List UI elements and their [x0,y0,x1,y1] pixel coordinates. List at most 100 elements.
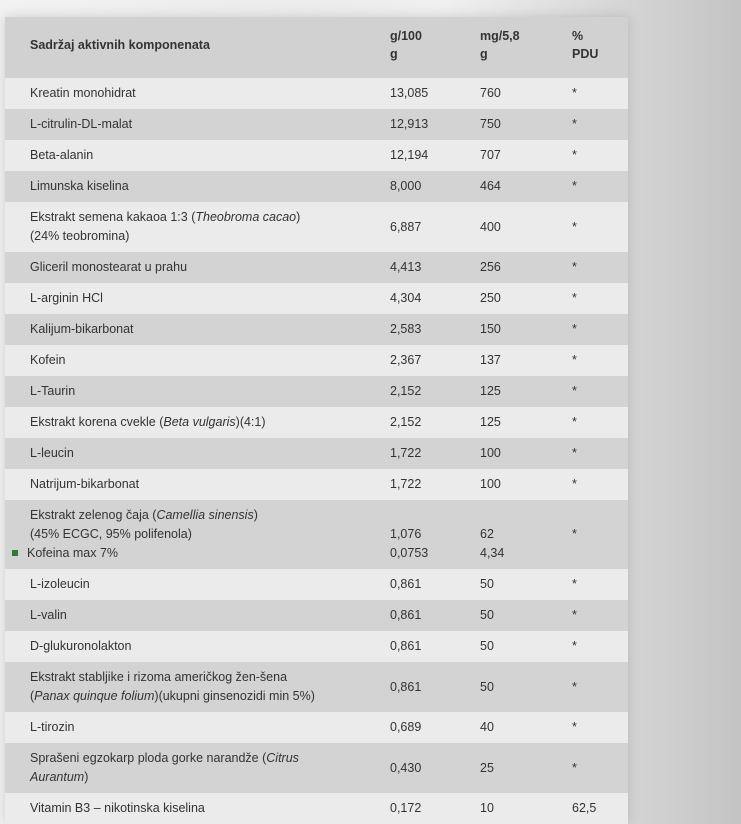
table-row: L-arginin HCl 4,304 250 * [5,283,628,314]
value-mg-per-serving: 10 [480,793,572,824]
latin-name: Citrus [266,751,299,765]
value-g-per-100g: 0,861 [390,569,480,600]
value-g-per-100g: 2,367 [390,345,480,376]
value-g-per-100g-text: 1,722 [390,446,422,460]
name-text: Kalijum-bikarbonat [30,322,134,336]
name-text: ( [30,689,35,703]
ingredient-name: Limunska kiselina [5,171,390,202]
value-g-per-100g-text: 0,0753 [390,546,429,560]
name-text: Limunska kiselina [30,179,129,193]
table-row: Sprašeni egzokarp ploda gorke narandže (… [5,743,628,793]
value-mg-per-serving: 40 [480,712,572,743]
ingredient-name: Beta-alanin [5,140,390,171]
table-row: Limunska kiselina 8,000 464 * [5,171,628,202]
value-mg-per-serving: 125 [480,376,572,407]
value-mg-per-serving: 750 [480,109,572,140]
value-mg-per-serving: 50 [480,600,572,631]
value-mg-per-serving-text: 137 [480,353,501,367]
table-row: Beta-alanin 12,194 707 * [5,140,628,171]
name-text: Ekstrakt stabljike i rizoma američkog že… [30,670,288,684]
value-pdu: * [572,140,628,171]
value-g-per-100g: 12,194 [390,140,480,171]
table-row: Ekstrakt semena kakaoa 1:3 (Theobroma ca… [5,202,628,252]
value-g-per-100g: 1,722 [390,469,480,500]
value-mg-per-serving-text: 464 [480,179,501,193]
ingredient-name: L-valin [5,600,390,631]
value-mg-per-serving-text: 25 [480,760,494,775]
value-g-per-100g-text: 2,152 [390,415,422,429]
value-mg-per-serving-text: 40 [480,720,494,734]
latin-name: Panax quinque folium [34,689,155,703]
name-text: Ekstrakt semena kakaoa 1:3 ( [30,210,196,224]
table-row: L-tirozin 0,689 40 * [5,712,628,743]
ingredient-name: Kreatin monohidrat [5,78,390,109]
header-pdu-line2: PDU [572,47,599,61]
value-pdu: * [572,283,628,314]
value-g-per-100g: 6,887 [390,202,480,252]
table-row: Ekstrakt korena cvekle (Beta vulgaris)(4… [5,407,628,438]
value-pdu: * [572,600,628,631]
value-g-per-100g: 13,085 [390,78,480,109]
table-row: Vitamin B3 – nikotinska kiselina 0,172 10 6… [5,793,628,824]
header-g100-line1: g/100 [390,29,422,43]
value-g-per-100g: 1,076 0,0753 [390,500,480,569]
name-text: L-izoleucin [30,577,90,591]
ingredient-name: L-Taurin [5,376,390,407]
name-text: ) [84,770,89,784]
value-mg-per-serving: 100 [480,438,572,469]
value-pdu: * [572,743,628,793]
name-text: (24% teobromina) [30,229,130,243]
ingredient-name: Kofein [5,345,390,376]
value-g-per-100g-text: 0,861 [390,679,422,694]
value-g-per-100g-text: 2,367 [390,353,422,367]
name-text: L-leucin [30,446,74,460]
value-g-per-100g-text: 0,861 [390,639,422,653]
value-g-per-100g-text: 0,861 [390,577,422,591]
table-row: L-citrulin-DL-malat 12,913 750 * [5,109,628,140]
name-text: Ekstrakt korena cvekle ( [30,415,164,429]
name-text: Sprašeni egzokarp ploda gorke narandže ( [30,751,267,765]
header-g100-line2: g [390,47,398,61]
name-text: Natrijum-bikarbonat [30,477,140,491]
value-g-per-100g-text: 6,887 [390,219,422,234]
value-mg-per-serving-text: 50 [480,608,494,622]
header-mg-line1: mg/5,8 [480,29,520,43]
value-g-per-100g: 4,413 [390,252,480,283]
table-row: Kreatin monohidrat 13,085 760 * [5,78,628,109]
value-pdu: * [572,345,628,376]
value-g-per-100g-text: 12,194 [390,148,429,162]
name-text: ) [296,210,301,224]
value-mg-per-serving: 137 [480,345,572,376]
value-g-per-100g-text: 1,722 [390,477,422,491]
header-mg: mg/5,8 g [480,17,572,78]
name-text: Gliceril monostearat u prahu [30,260,188,274]
value-g-per-100g: 0,172 [390,793,480,824]
ingredients-table-container: Sadržaj aktivnih komponenata g/100 g mg/5… [5,17,628,824]
name-text: (45% ECGC, 95% polifenola) [30,527,192,541]
name-text: ) [253,508,258,522]
value-mg-per-serving-text: 125 [480,415,501,429]
name-text: L-tirozin [30,720,75,734]
value-pdu: * [572,407,628,438]
ingredient-name: Ekstrakt korena cvekle (Beta vulgaris)(4… [5,407,390,438]
value-mg-per-serving: 707 [480,140,572,171]
name-text: Kofeina max 7% [27,546,119,560]
value-mg-per-serving-text: 760 [480,86,501,100]
value-mg-per-serving-text: 125 [480,384,501,398]
name-text: )(ukupni ginsenozidi min 5%) [154,689,315,703]
value-mg-per-serving-text: 256 [480,260,501,274]
value-g-per-100g: 0,861 [390,600,480,631]
value-mg-per-serving-text: 50 [480,639,494,653]
header-g100: g/100 g [390,17,480,78]
ingredient-name: L-leucin [5,438,390,469]
ingredient-name: Ekstrakt zelenog čaja (Camellia sinensis… [5,500,390,569]
value-g-per-100g: 2,583 [390,314,480,345]
name-text: L-Taurin [30,384,76,398]
value-mg-per-serving-text: 4,34 [480,546,505,560]
value-pdu: * [572,631,628,662]
value-pdu: * [572,376,628,407]
ingredient-name: D-glukuronolakton [5,631,390,662]
value-mg-per-serving-text: 62 [480,527,494,541]
value-pdu: * [572,438,628,469]
table-row: L-valin 0,861 50 * [5,600,628,631]
